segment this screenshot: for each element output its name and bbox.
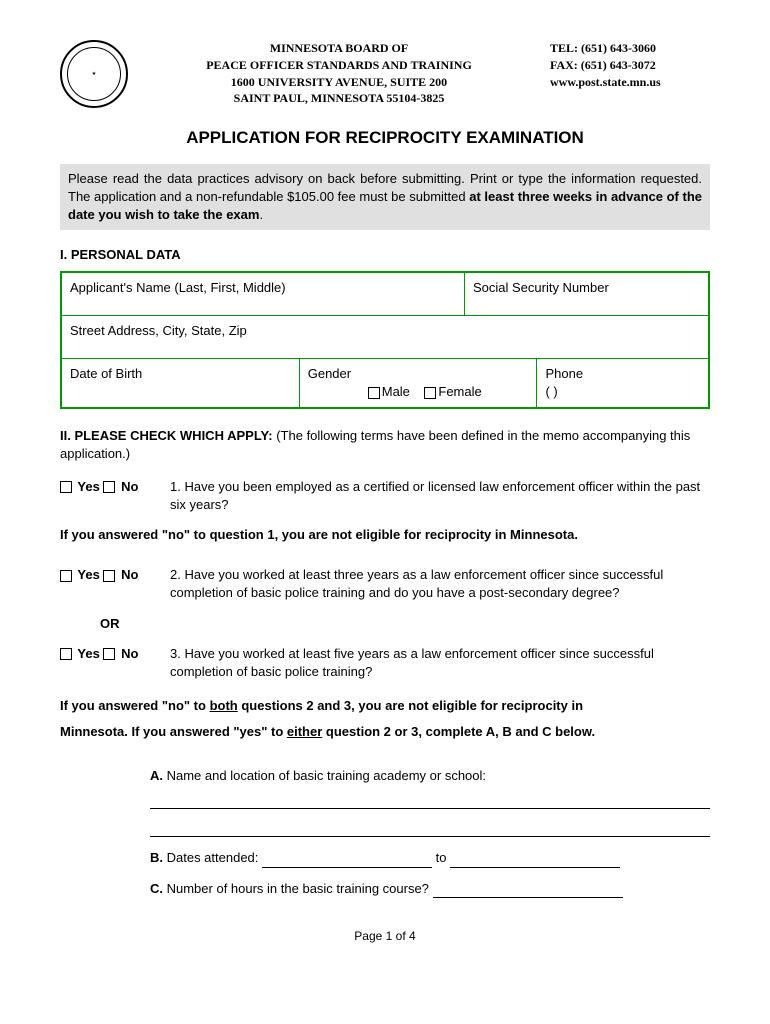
q2-text: 2. Have you worked at least three years … [170, 566, 710, 602]
yes-label-2: Yes [77, 567, 99, 582]
org-line2: PEACE OFFICER STANDARDS AND TRAINING [138, 57, 540, 74]
q1-no-checkbox[interactable] [103, 481, 115, 493]
dob-label: Date of Birth [70, 366, 142, 381]
document-title: APPLICATION FOR RECIPROCITY EXAMINATION [60, 126, 710, 150]
section2-head-bold: II. PLEASE CHECK WHICH APPLY: [60, 428, 273, 443]
address-field[interactable]: Street Address, City, State, Zip [62, 316, 708, 358]
name-label: Applicant's Name (Last, First, Middle) [70, 280, 286, 295]
item-c-text: Number of hours in the basic training co… [163, 881, 433, 896]
item-a-blank-1[interactable] [150, 793, 710, 809]
phone-paren: ( ) [545, 384, 557, 399]
male-checkbox[interactable] [368, 387, 380, 399]
question-1: Yes No 1. Have you been employed as a ce… [60, 478, 710, 514]
personal-data-table: Applicant's Name (Last, First, Middle) S… [60, 271, 710, 410]
q3-yes-checkbox[interactable] [60, 648, 72, 660]
gender-label: Gender [308, 366, 351, 381]
tel-value: TEL: (651) 643-3060 [550, 40, 710, 57]
org-address: MINNESOTA BOARD OF PEACE OFFICER STANDAR… [128, 40, 550, 107]
gender-field: Gender Male Female [300, 359, 538, 407]
item-a-blank-2[interactable] [150, 821, 710, 837]
elig2-u2: either [287, 724, 322, 739]
web-value: www.post.state.mn.us [550, 74, 710, 91]
letterhead: ★ MINNESOTA BOARD OF PEACE OFFICER STAND… [60, 40, 710, 108]
no-label-2: No [121, 567, 138, 582]
eligibility-2: If you answered "no" to both questions 2… [60, 693, 710, 745]
elig2-u1: both [210, 698, 238, 713]
item-c: C. Number of hours in the basic training… [150, 880, 710, 898]
eligibility-1: If you answered "no" to question 1, you … [60, 526, 710, 544]
q2-no-checkbox[interactable] [103, 570, 115, 582]
q3-no-checkbox[interactable] [103, 648, 115, 660]
elig2-p3: Minnesota. If you answered "yes" to [60, 724, 287, 739]
female-checkbox[interactable] [424, 387, 436, 399]
q2-yes-checkbox[interactable] [60, 570, 72, 582]
item-a: A. Name and location of basic training a… [150, 767, 710, 785]
address-label: Street Address, City, State, Zip [70, 323, 247, 338]
yes-label-3: Yes [77, 646, 99, 661]
q3-text: 3. Have you worked at least five years a… [170, 645, 710, 681]
item-b-letter: B. [150, 850, 163, 865]
item-c-letter: C. [150, 881, 163, 896]
item-a-text: Name and location of basic training acad… [163, 768, 486, 783]
question-2: Yes No 2. Have you worked at least three… [60, 566, 710, 602]
elig2-p2: questions 2 and 3, you are not eligible … [238, 698, 583, 713]
question-3: Yes No 3. Have you worked at least five … [60, 645, 710, 681]
elig2-p4: question 2 or 3, complete A, B and C bel… [322, 724, 595, 739]
female-label: Female [438, 384, 481, 399]
hours-blank[interactable] [433, 897, 623, 898]
dates-to-blank[interactable] [450, 867, 620, 868]
yes-label: Yes [77, 479, 99, 494]
addr-line2: SAINT PAUL, MINNESOTA 55104-3825 [138, 90, 540, 107]
advisory-tail: . [259, 207, 263, 222]
item-b-text: Dates attended: [163, 850, 262, 865]
name-field[interactable]: Applicant's Name (Last, First, Middle) [62, 273, 465, 315]
fax-value: FAX: (651) 643-3072 [550, 57, 710, 74]
or-separator: OR [100, 615, 710, 633]
page-number: Page 1 of 4 [60, 928, 710, 945]
elig2-p1: If you answered "no" to [60, 698, 210, 713]
section2-head: II. PLEASE CHECK WHICH APPLY: (The follo… [60, 427, 710, 463]
org-line1: MINNESOTA BOARD OF [138, 40, 540, 57]
no-label: No [121, 479, 138, 494]
advisory-notice: Please read the data practices advisory … [60, 164, 710, 231]
dob-field[interactable]: Date of Birth [62, 359, 300, 407]
state-seal-icon: ★ [60, 40, 128, 108]
addr-line1: 1600 UNIVERSITY AVENUE, SUITE 200 [138, 74, 540, 91]
q1-text: 1. Have you been employed as a certified… [170, 478, 710, 514]
phone-field[interactable]: Phone ( ) [537, 359, 708, 407]
no-label-3: No [121, 646, 138, 661]
item-a-letter: A. [150, 768, 163, 783]
ssn-label: Social Security Number [473, 280, 609, 295]
ssn-field[interactable]: Social Security Number [465, 273, 708, 315]
male-label: Male [382, 384, 410, 399]
phone-label: Phone [545, 366, 583, 381]
q1-yes-checkbox[interactable] [60, 481, 72, 493]
dates-from-blank[interactable] [262, 867, 432, 868]
contact-block: TEL: (651) 643-3060 FAX: (651) 643-3072 … [550, 40, 710, 90]
item-b: B. Dates attended: to [150, 849, 710, 867]
section1-head: I. PERSONAL DATA [60, 246, 710, 264]
to-label: to [432, 850, 450, 865]
